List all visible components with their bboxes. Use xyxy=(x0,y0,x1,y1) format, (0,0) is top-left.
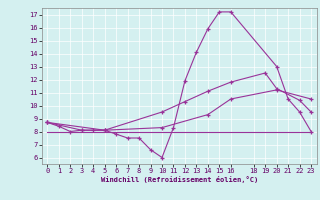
X-axis label: Windchill (Refroidissement éolien,°C): Windchill (Refroidissement éolien,°C) xyxy=(100,176,258,183)
